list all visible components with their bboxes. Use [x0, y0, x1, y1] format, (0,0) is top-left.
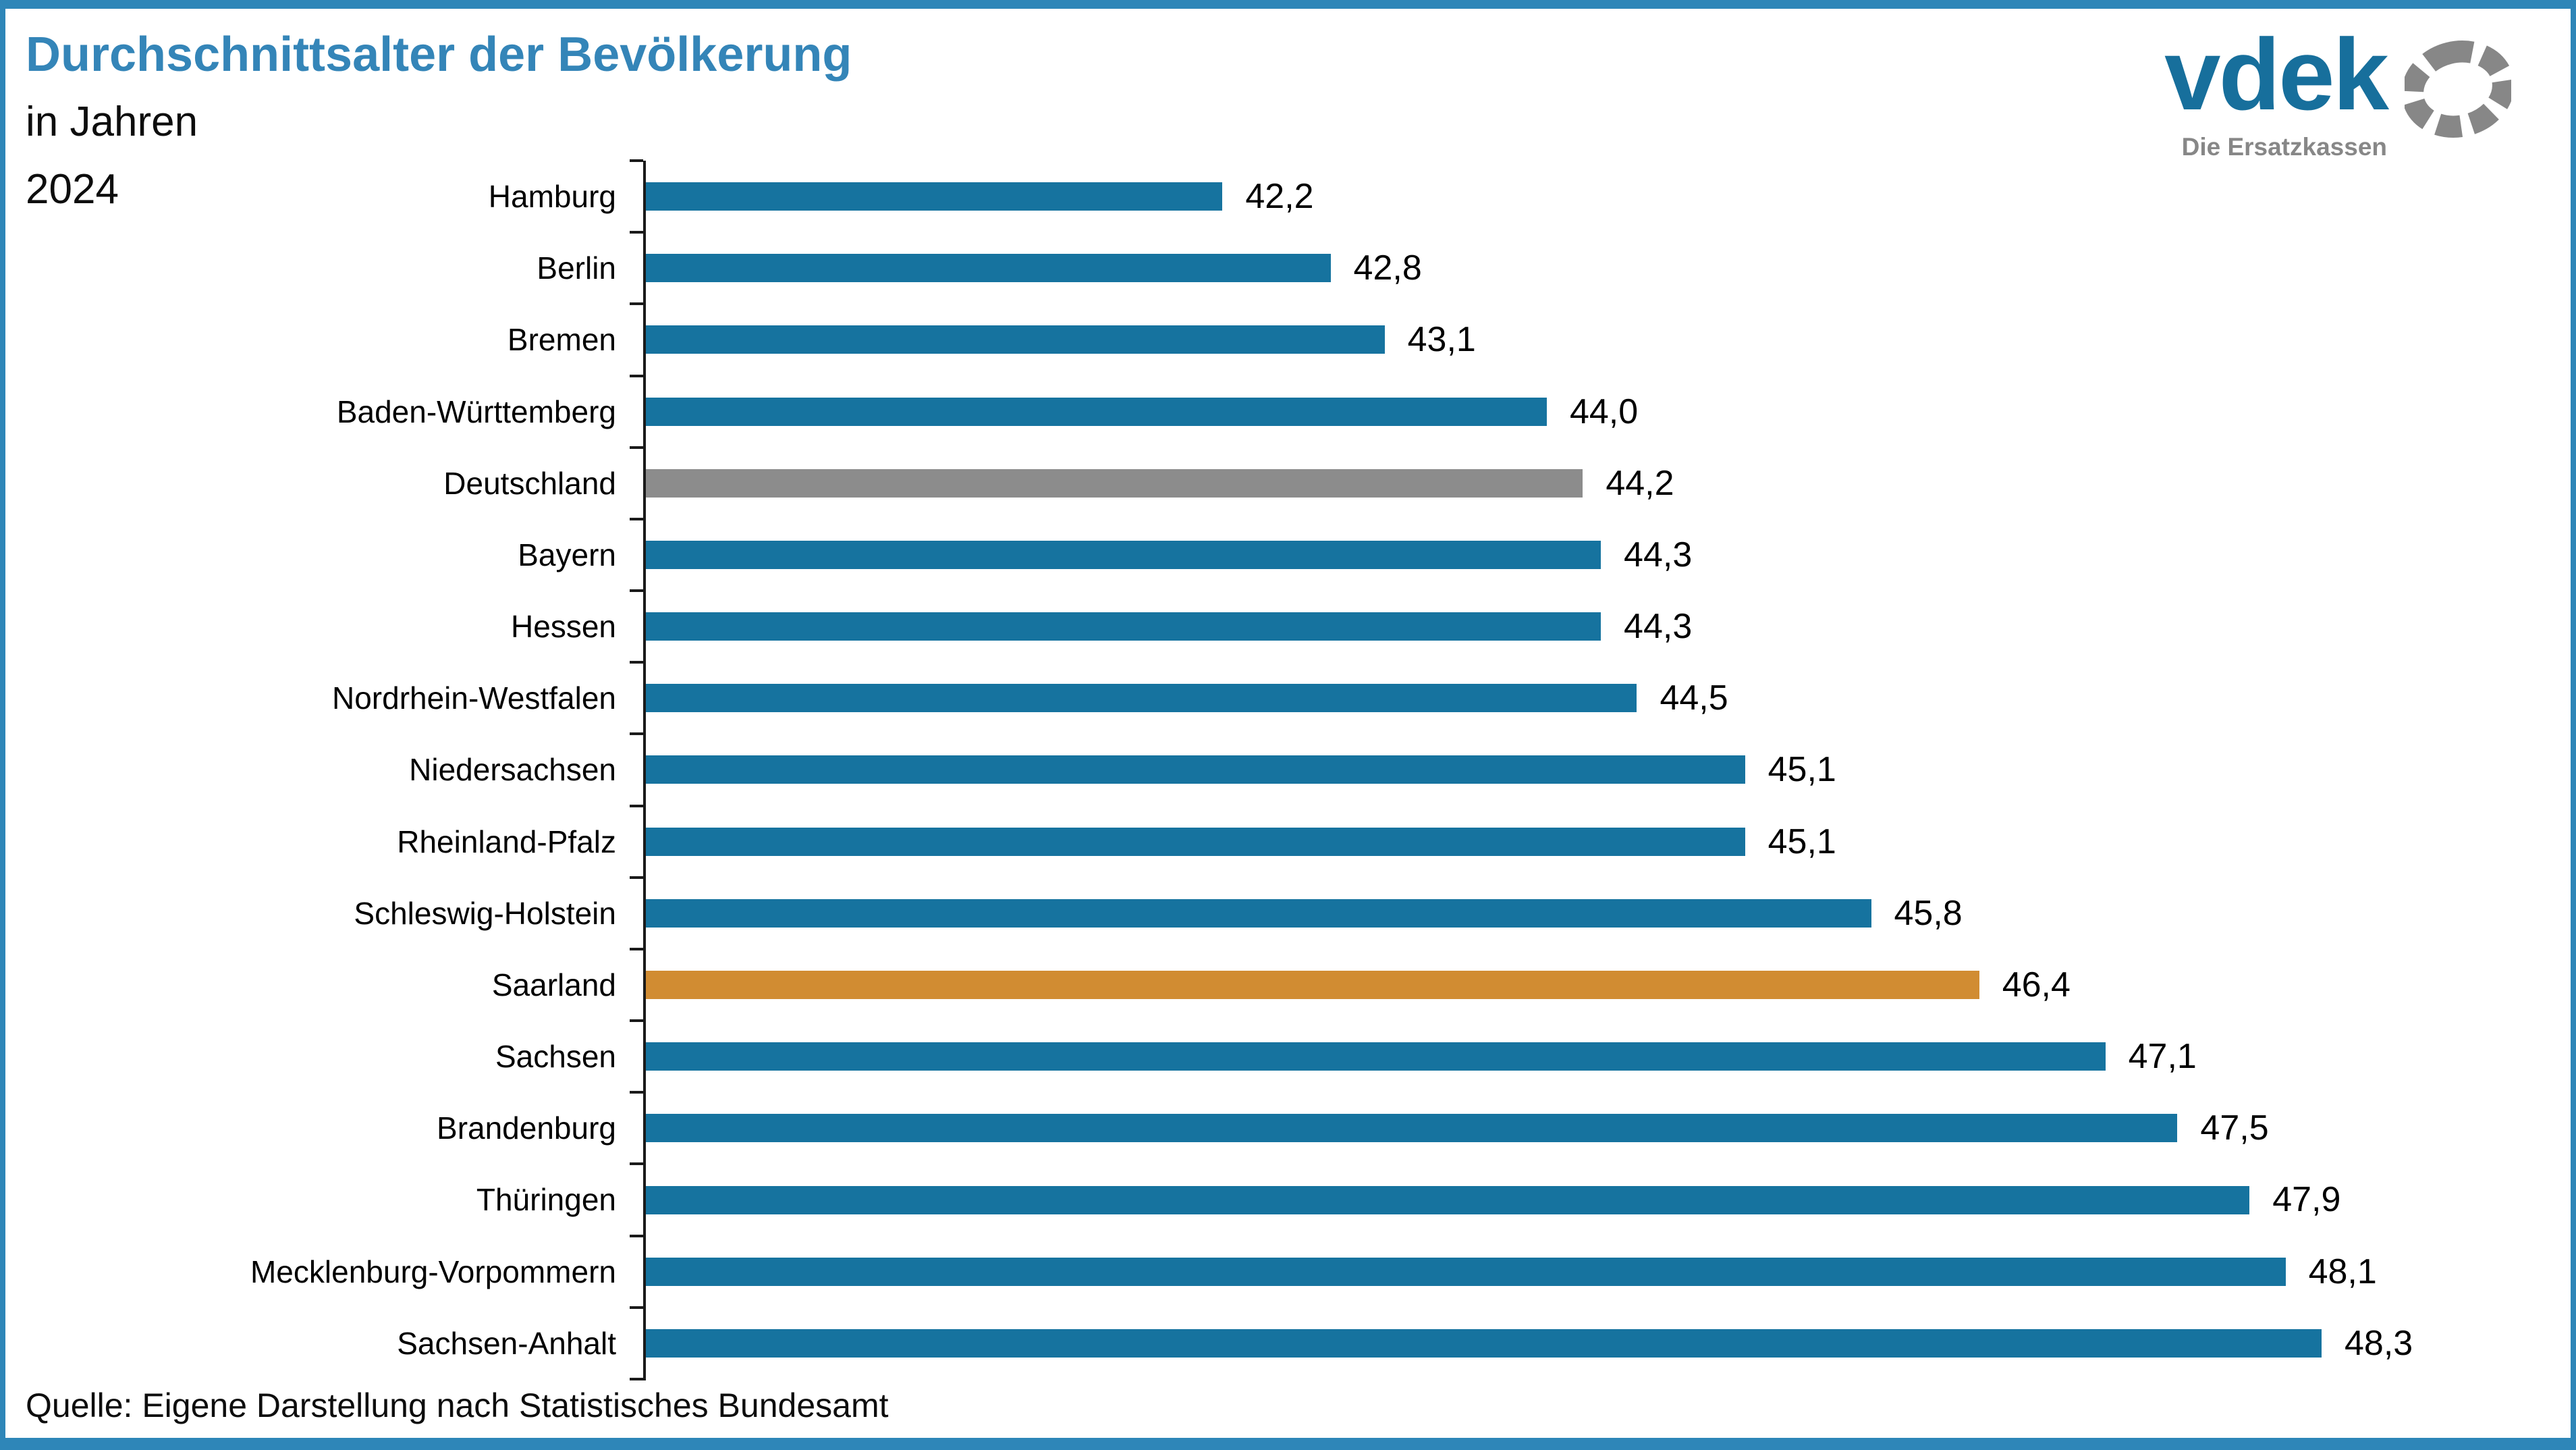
category-label: Hamburg [488, 179, 616, 214]
vdek-logo: vdek Die Ersatzkassen [2164, 24, 2511, 161]
bar-chart: Hamburg 42,2 Berlin 42,8 Bremen 43,1 Baden-Wür… [5, 159, 2576, 1380]
bar-row: Schleswig-Holstein 45,8 [5, 878, 2576, 949]
axis-tick [630, 231, 643, 234]
bar-row: Deutschland 44,2 [5, 448, 2576, 519]
bar-row: Rheinland-Pfalz 45,1 [5, 806, 2576, 878]
axis-tick [630, 947, 643, 950]
value-label: 44,0 [1569, 392, 1639, 431]
axis-tick [630, 1091, 643, 1094]
value-label: 45,1 [1767, 822, 1836, 861]
value-label: 47,5 [2200, 1108, 2269, 1148]
axis-tick [630, 1378, 643, 1380]
value-label: 48,3 [2345, 1323, 2413, 1363]
bar [646, 1328, 2322, 1358]
axis-tick [630, 159, 643, 162]
category-label: Schleswig-Holstein [354, 895, 616, 931]
category-label: Bayern [518, 537, 616, 572]
bar [646, 468, 1583, 498]
axis-tick [630, 661, 643, 664]
vdek-logo-text: vdek [2164, 18, 2389, 131]
vdek-logo-tagline: Die Ersatzkassen [2181, 133, 2387, 161]
bar-row: Bremen 43,1 [5, 304, 2576, 375]
axis-tick [630, 589, 643, 593]
bar [646, 1257, 2286, 1286]
bar [646, 1042, 2106, 1071]
bar-row: Baden-Württemberg 44,0 [5, 376, 2576, 448]
axis-tick [630, 302, 643, 306]
axis-tick [630, 876, 643, 879]
header: Durchschnittsalter der Bevölkerung in Ja… [26, 21, 852, 223]
axis-tick [630, 1019, 643, 1023]
bar [646, 827, 1745, 856]
value-label: 44,3 [1624, 535, 1693, 574]
bar-row: Saarland 46,4 [5, 949, 2576, 1021]
bar [646, 684, 1637, 713]
axis-tick [630, 374, 643, 377]
bar [646, 898, 1871, 928]
category-label: Bremen [507, 322, 616, 358]
bar-row: Brandenburg 47,5 [5, 1092, 2576, 1164]
bar [646, 397, 1547, 426]
value-label: 44,2 [1606, 463, 1674, 503]
bar [646, 755, 1745, 784]
bar [646, 1185, 2250, 1214]
value-label: 45,8 [1894, 893, 1963, 933]
bar [646, 182, 1223, 211]
value-label: 47,1 [2128, 1037, 2197, 1077]
bar [646, 325, 1385, 354]
value-label: 47,9 [2272, 1180, 2341, 1220]
category-label: Hessen [511, 609, 616, 645]
category-label: Sachsen [495, 1039, 616, 1075]
category-label: Sachsen-Anhalt [397, 1325, 616, 1361]
bar-row: Hamburg 42,2 [5, 161, 2576, 232]
axis-tick [630, 1162, 643, 1166]
category-label: Deutschland [443, 465, 616, 501]
value-label: 42,8 [1353, 248, 1422, 288]
value-label: 48,1 [2308, 1252, 2377, 1291]
value-label: 44,3 [1624, 607, 1693, 647]
vdek-logo-textcol: vdek Die Ersatzkassen [2164, 18, 2389, 161]
vdek-ring-icon [2405, 41, 2511, 138]
bar-row: Sachsen 47,1 [5, 1021, 2576, 1092]
value-label: 43,1 [1407, 320, 1476, 360]
y-axis-line [643, 161, 646, 1380]
bar-row: Sachsen-Anhalt 48,3 [5, 1308, 2576, 1379]
bar [646, 971, 1979, 1000]
axis-tick [630, 1234, 643, 1237]
value-label: 42,2 [1245, 177, 1314, 216]
category-label: Brandenburg [437, 1110, 616, 1146]
bar-row: Niedersachsen 45,1 [5, 734, 2576, 805]
category-label: Berlin [537, 250, 616, 286]
category-label: Saarland [491, 967, 616, 1002]
chart-title: Durchschnittsalter der Bevölkerung [26, 28, 852, 82]
bar-row: Bayern 44,3 [5, 519, 2576, 591]
bar-row: Mecklenburg-Vorpommern 48,1 [5, 1236, 2576, 1308]
bar [646, 1114, 2178, 1143]
axis-tick [630, 732, 643, 736]
chart-subtitle: in Jahren [26, 99, 198, 145]
bar-row: Berlin 42,8 [5, 232, 2576, 304]
category-label: Baden-Württemberg [336, 394, 616, 429]
bar-row: Hessen 44,3 [5, 591, 2576, 662]
value-label: 44,5 [1660, 678, 1728, 718]
axis-tick [630, 804, 643, 807]
axis-tick [630, 1306, 643, 1309]
category-label: Mecklenburg-Vorpommern [250, 1254, 616, 1289]
bar [646, 612, 1601, 641]
bar-row: Nordrhein-Westfalen 44,5 [5, 662, 2576, 734]
axis-tick [630, 446, 643, 449]
category-label: Thüringen [476, 1182, 616, 1218]
category-label: Niedersachsen [409, 752, 616, 788]
category-label: Nordrhein-Westfalen [331, 680, 616, 716]
bar-row: Thüringen 47,9 [5, 1164, 2576, 1235]
axis-tick [630, 517, 643, 520]
chart-year: 2024 [26, 166, 119, 213]
value-label: 45,1 [1767, 750, 1836, 790]
source-note: Quelle: Eigene Darstellung nach Statisti… [26, 1387, 889, 1424]
value-label: 46,4 [2002, 965, 2071, 1004]
bar [646, 540, 1601, 569]
category-label: Rheinland-Pfalz [397, 824, 616, 859]
bar [646, 254, 1331, 283]
